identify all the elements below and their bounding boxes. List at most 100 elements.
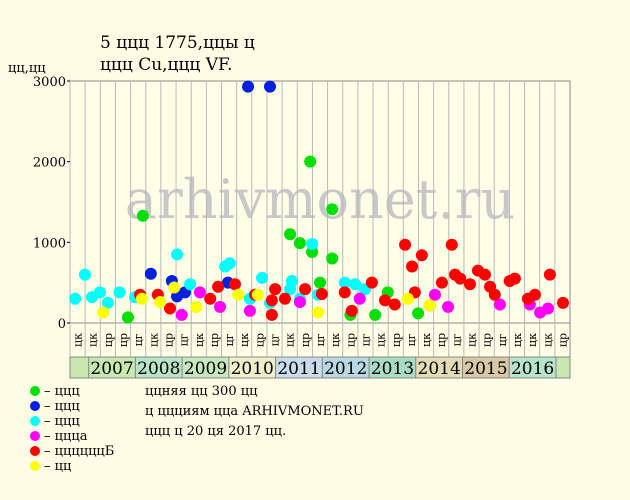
point — [78, 268, 91, 281]
legend-marker — [30, 416, 40, 426]
sub-label: цр — [299, 333, 312, 347]
y-tick-label: 2000 — [33, 156, 66, 171]
sub-label: цр — [117, 333, 130, 347]
point — [326, 252, 339, 265]
point — [136, 209, 149, 222]
sub-label: цг — [178, 333, 191, 346]
sub-label: цр — [390, 333, 403, 347]
point — [243, 304, 256, 317]
point — [415, 249, 428, 262]
point — [232, 288, 245, 301]
legend-label: – ццц — [44, 384, 80, 399]
legend-label: – ццц — [44, 414, 80, 429]
year-label: 2011 — [277, 359, 320, 379]
sub-label: цг — [359, 333, 372, 346]
chart-title: 5 ццц 1775,ццы ц — [100, 33, 255, 53]
point — [69, 292, 82, 305]
point — [528, 288, 541, 301]
point — [265, 308, 278, 321]
year-label: 2016 — [511, 359, 554, 379]
legend-label: – ццца — [44, 429, 88, 444]
sub-label: цк — [541, 333, 554, 347]
sub-label: цр — [253, 333, 266, 347]
point — [193, 286, 206, 299]
point — [212, 280, 225, 293]
sub-label: цг — [132, 333, 145, 346]
point — [284, 228, 297, 241]
year-label: 2013 — [371, 359, 414, 379]
sub-label: цр — [344, 333, 357, 347]
year-label: 2015 — [464, 359, 507, 379]
note: ц ццциям цца ARHIVMONET.RU — [145, 404, 364, 419]
point — [312, 306, 325, 319]
sub-label: цр — [481, 333, 494, 347]
point — [338, 286, 351, 299]
point — [256, 271, 269, 284]
watermark: arhivmonet.ru — [125, 168, 515, 231]
point — [293, 237, 306, 250]
point — [265, 294, 278, 307]
point — [326, 203, 339, 216]
year-label: 2007 — [90, 359, 133, 379]
point — [428, 288, 441, 301]
point — [353, 292, 366, 305]
point — [306, 237, 319, 250]
point — [164, 302, 176, 315]
point — [423, 299, 436, 312]
point — [121, 311, 134, 324]
note: ццц ц 20 ця 2017 цц. — [145, 424, 286, 439]
point — [345, 304, 358, 317]
point — [175, 308, 188, 321]
point — [442, 300, 455, 313]
point — [93, 286, 106, 299]
sub-label: цк — [193, 333, 206, 347]
legend-label: – цц — [44, 459, 71, 474]
year-label: 2010 — [231, 359, 274, 379]
sub-label: цг — [223, 333, 236, 346]
point — [171, 248, 184, 261]
sub-label: цк — [238, 333, 251, 347]
point — [349, 278, 362, 291]
point — [399, 238, 412, 251]
point — [204, 292, 217, 305]
sub-label: цк — [526, 333, 539, 347]
point — [542, 302, 555, 315]
y-tick-label: 3000 — [33, 75, 66, 90]
point — [264, 80, 276, 93]
sub-label: цг — [450, 333, 463, 346]
legend-label: – ццц — [44, 399, 80, 414]
point — [304, 155, 317, 168]
point — [493, 298, 506, 311]
point — [113, 286, 126, 299]
sub-label: цр — [162, 333, 175, 347]
point — [144, 267, 157, 280]
sub-label: цр — [556, 333, 569, 347]
sub-label: цг — [314, 333, 327, 346]
sub-label: цк — [466, 333, 479, 347]
point — [401, 292, 414, 305]
legend-marker — [30, 461, 40, 471]
point — [154, 296, 167, 309]
point — [242, 80, 255, 93]
point — [388, 298, 401, 311]
point — [299, 283, 312, 296]
legend-marker — [30, 386, 40, 396]
sub-label: цг — [405, 333, 418, 346]
sub-label: цр — [208, 333, 221, 347]
legend-label: – ццццццБ — [44, 444, 114, 459]
sub-label: цк — [147, 333, 160, 347]
point — [435, 276, 448, 289]
point — [101, 296, 114, 309]
point — [543, 268, 556, 281]
point — [315, 287, 328, 300]
legend-marker — [30, 401, 40, 411]
year-label: 2008 — [137, 359, 180, 379]
point — [464, 278, 476, 291]
point — [285, 275, 298, 288]
point — [478, 268, 491, 281]
point — [190, 300, 203, 313]
sub-label: цр — [435, 333, 448, 347]
sub-label: цк — [87, 333, 100, 347]
point — [278, 292, 291, 305]
